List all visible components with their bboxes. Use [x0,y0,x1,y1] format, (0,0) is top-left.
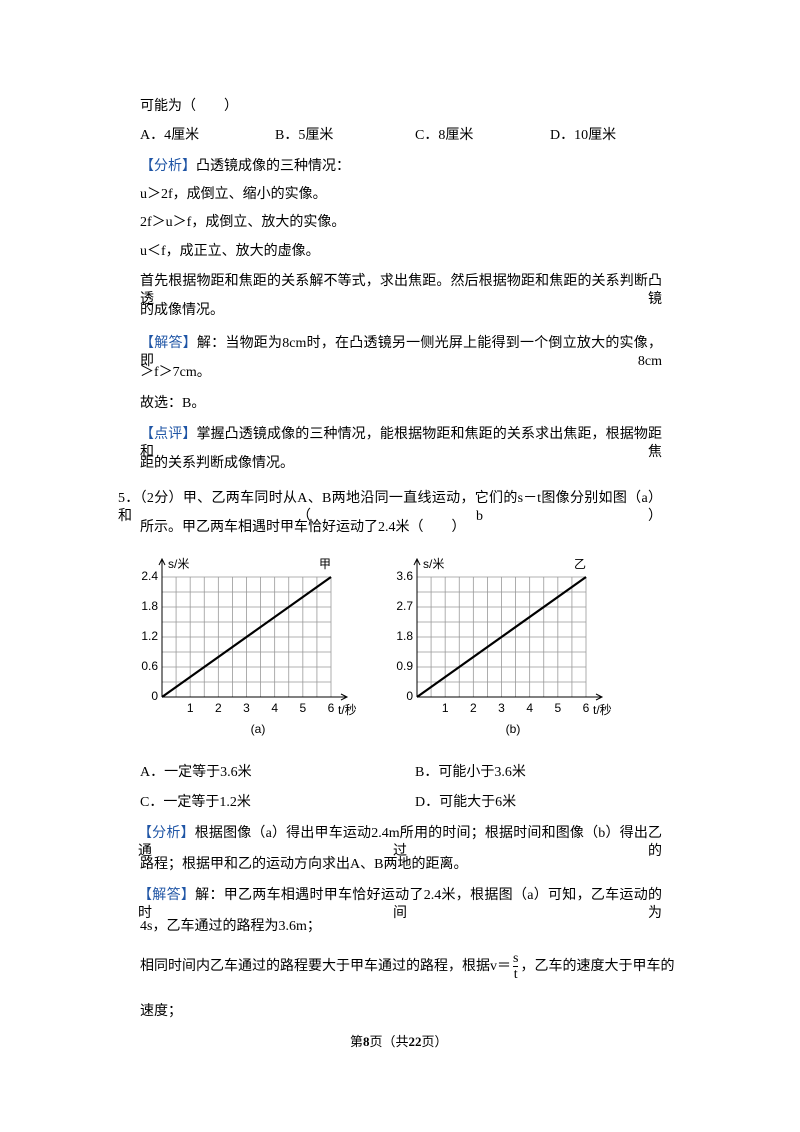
text-line: 【分析】根据图像（a）得出甲车运动2.4m所用的时间；根据时间和图像（b）得出乙… [138,825,662,861]
y-tick-label: 2.7 [396,599,413,613]
text-line: 【解答】解：甲乙两车相遇时甲车恰好运动了2.4米，根据图（a）可知，乙车运动的时… [138,887,662,923]
option: A．一定等于3.6米 [140,765,252,780]
tag: 【解答】 [140,336,197,351]
option: B．可能小于3.6米 [415,765,526,780]
tag: 【点评】 [140,427,197,442]
text: 根据图像（a）得出甲车运动2.4m所用的时间；根据时间和图像（b）得出乙通过的 [138,826,663,859]
text-line: 【分析】凸透镜成像的三种情况： [140,158,350,176]
x-tick-label: 5 [299,701,306,715]
text: ，乙车的速度大于甲车的 [520,959,675,974]
x-tick-label: 6 [583,701,590,715]
tag: 【分析】 [140,159,196,174]
text-line: 速度； [140,1004,182,1019]
x-tick-label: 6 [328,701,335,715]
x-tick-label: 2 [470,701,477,715]
x-axis-label: t/秒 [338,703,357,717]
text-line: ＞f＞7cm。 [140,365,211,380]
option: C．一定等于1.2米 [140,795,251,810]
text-line: 所示。甲乙两车相遇时甲车恰好运动了2.4米（ ） [140,520,466,535]
text: 解：甲乙两车相遇时甲车恰好运动了2.4米，根据图（a）可知，乙车运动的时间为 [138,888,663,921]
axis [162,693,349,701]
x-tick-label: 1 [442,701,449,715]
text-line: 首先根据物距和焦距的关系解不等式，求出焦距。然后根据物距和焦距的关系判断凸透镜 [140,274,662,307]
text-line: 路程；根据甲和乙的运动方向求出A、B两地的距离。 [140,857,468,872]
x-tick-label: 2 [215,701,222,715]
page-total: 22 [408,1034,422,1049]
x-tick-label: 4 [526,701,533,715]
y-tick-label: 1.8 [141,599,158,613]
series-label: 乙 [574,557,586,571]
text-line: u＜f，成正立、放大的虚像。 [140,244,320,259]
y-tick-label: 3.6 [396,569,413,583]
y-tick-label: 1.2 [141,629,158,643]
x-tick-label: 5 [554,701,561,715]
text: 凸透镜成像的三种情况： [196,159,350,174]
tag: 【解答】 [138,888,196,903]
text: 解：当物距为8cm时，在凸透镜另一侧光屏上能得到一个倒立放大的实像，即8cm [140,336,662,369]
y-axis-label: s/米 [423,557,444,571]
y-tick-label: 0.6 [141,659,158,673]
axis [417,693,604,701]
option: B．5厘米 [275,128,334,143]
option: C．8厘米 [415,128,474,143]
text-line: u＞2f，成倒立、缩小的实像。 [140,187,327,202]
text: 页（共 [369,1034,409,1049]
axis [413,557,421,697]
figures: 1 2 3 4 5 6 0 0.6 1.2 1.8 2.4 甲 s/米 t/秒 (a) 1 2 3 4 5 6 0 0.9 1… [141,557,612,736]
y-tick-label: 2.4 [141,569,158,583]
series-label: 甲 [319,557,331,571]
text-line: 【解答】解：当物距为8cm时，在凸透镜另一侧光屏上能得到一个倒立放大的实像，即8… [140,335,662,371]
numerator: s [513,951,519,968]
axis [158,557,166,697]
option: D．10厘米 [550,128,617,143]
question: 5．（2分）甲、乙两车同时从A、B两地沿同一直线运动，它们的s－t图像分别如图（… [118,491,662,524]
data-line [161,576,332,698]
text-line: 2f＞u＞f，成倒立、放大的实像。 [140,215,346,230]
y-axis-label: s/米 [168,557,189,571]
text-line: 【点评】掌握凸透镜成像的三种情况，能根据物距和焦距的关系求出焦距，根据物距和焦 [140,426,662,462]
text: 页） [421,1034,448,1049]
tag: 【分析】 [138,826,195,841]
denominator: t [513,967,518,983]
text-line: 距的关系判断成像情况。 [140,456,294,471]
data-line [416,576,587,698]
x-tick-label: 3 [498,701,505,715]
y-tick-label: 0 [406,689,413,703]
text: 相同时间内乙车通过的路程要大于甲车通过的路程，根据v＝ [140,959,511,974]
y-tick-label: 1.8 [396,629,413,643]
caption: (b) [506,722,521,736]
x-tick-label: 3 [243,701,250,715]
x-axis-label: t/秒 [593,703,612,717]
page-number: 8 [363,1034,370,1049]
y-tick-label: 0 [151,689,158,703]
text-line: 可能为（ ） [140,99,238,114]
x-tick-label: 4 [271,701,278,715]
caption: (a) [251,722,266,736]
text: 第 [350,1034,364,1049]
footer: 第8页（共22页） [350,1033,448,1051]
text-line: 的成像情况。 [140,303,224,318]
option: A．4厘米 [140,128,200,143]
text: 掌握凸透镜成像的三种情况，能根据物距和焦距的关系求出焦距，根据物距和焦 [140,427,663,460]
y-tick-label: 0.9 [396,659,413,673]
formula-line: 相同时间内乙车通过的路程要大于甲车通过的路程，根据v＝ s t ，乙车的速度大于甲车的 [140,950,674,984]
text-line: 4s，乙车通过的路程为3.6m； [140,919,321,934]
text-line: 故选：B。 [140,396,206,411]
x-tick-label: 1 [187,701,194,715]
option: D．可能大于6米 [415,795,517,810]
